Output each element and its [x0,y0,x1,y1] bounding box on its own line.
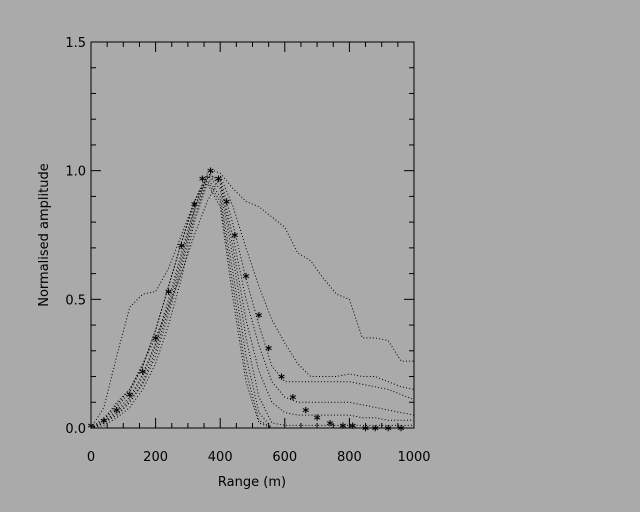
asterisk-point: * [231,231,238,246]
asterisk-point: * [256,311,263,326]
asterisk-point: * [152,334,159,349]
series-group: * ******************** * * * * * * * [88,167,415,439]
asterisk-point: * [191,200,198,215]
y-tick-label: 1.0 [65,165,86,180]
series-line-6 [90,174,414,429]
series-line-7 [90,177,414,429]
x-tick-label: 800 [337,450,362,465]
x-axis-label: Range (m) [218,475,286,490]
asterisk-point: * [278,373,285,388]
asterisk-point: * [302,406,309,421]
asterisk-point: * [139,367,146,382]
x-tick-label: 200 [143,450,168,465]
asterisk-point: * [265,344,272,359]
asterisk-point: * [349,421,356,436]
asterisk-point: * [362,424,369,439]
asterisk-point: * [178,241,185,256]
x-tick-labels: 0 200 400 600 800 1000 [87,450,431,465]
asterisk-point: * [88,421,95,436]
x-tick-label: 0 [87,450,95,465]
asterisk-point: * [113,406,120,421]
asterisk-point: * [243,272,250,287]
asterisk-point: * [126,391,133,406]
asterisk-point: * [327,419,334,434]
series-line-5 [90,175,414,429]
series-line-2 [90,174,415,429]
asterisk-point: * [223,198,230,213]
asterisk-point: * [340,421,347,436]
asterisk-point: * [385,424,392,439]
asterisk-point: * [314,414,321,429]
x-tick-label: 400 [208,450,233,465]
asterisk-point: * [165,288,172,303]
x-tick-label: 600 [272,450,297,465]
asterisk-point: * [199,174,206,189]
asterisk-point: * [289,393,296,408]
y-tick-labels: 0.0 0.5 1.0 1.5 [65,36,86,437]
asterisk-point: * [372,424,379,439]
series-line-4 [90,172,415,429]
series-line-1 [90,170,414,429]
axis-ticks [90,41,415,429]
asterisk-point: * [398,424,405,439]
series-line-3 [90,175,415,429]
y-axis-label: Normalised amplitude [37,163,52,307]
y-tick-label: 0.0 [65,422,86,437]
y-tick-label: 1.5 [65,36,86,51]
series-line-9 [90,182,414,429]
asterisk-point: * [215,174,222,189]
asterisk-point: * [207,167,214,182]
y-tick-label: 0.5 [65,293,86,308]
series-line-8 [90,179,414,429]
asterisk-point: * [101,416,108,431]
x-tick-label: 1000 [397,450,430,465]
